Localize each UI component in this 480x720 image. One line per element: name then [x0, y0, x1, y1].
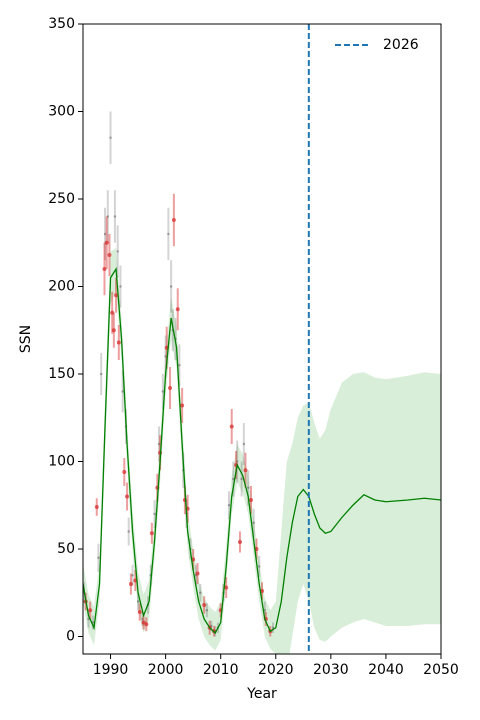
point — [125, 494, 130, 499]
point — [149, 531, 154, 536]
point — [247, 486, 250, 489]
point — [88, 608, 93, 613]
point — [248, 498, 253, 502]
point — [114, 293, 119, 298]
point — [128, 582, 133, 586]
point — [161, 390, 165, 393]
point — [199, 591, 202, 594]
point — [167, 232, 170, 236]
y-tick-label: 0 — [66, 629, 75, 645]
legend-label: 2026 — [383, 37, 419, 53]
y-tick-label: 300 — [48, 104, 75, 120]
point — [252, 521, 255, 524]
point — [242, 442, 246, 446]
point — [113, 215, 117, 218]
point — [109, 136, 112, 139]
y-tick-label: 200 — [48, 279, 75, 295]
point — [141, 617, 144, 621]
x-tick-label: 1990 — [93, 662, 129, 678]
point — [102, 267, 107, 271]
y-tick-label: 50 — [57, 541, 75, 557]
point — [116, 340, 121, 345]
point — [110, 310, 115, 315]
point — [175, 307, 180, 312]
x-tick-label: 2030 — [313, 662, 349, 678]
point — [195, 571, 200, 576]
point — [232, 477, 235, 481]
point — [127, 530, 130, 533]
point — [136, 600, 140, 603]
point — [107, 253, 112, 257]
point — [240, 477, 243, 481]
point — [168, 386, 173, 390]
point — [119, 285, 122, 288]
point — [137, 610, 142, 614]
point — [153, 512, 156, 516]
point — [144, 622, 149, 627]
point — [178, 364, 181, 367]
point — [180, 403, 185, 408]
y-axis-label: SSN — [18, 325, 34, 353]
point — [111, 328, 116, 333]
point — [164, 355, 167, 358]
point — [258, 565, 261, 568]
point — [171, 218, 176, 222]
y-tick-label: 250 — [48, 191, 75, 207]
plot-area — [83, 24, 441, 654]
point — [122, 470, 127, 474]
point — [94, 505, 99, 509]
point — [131, 574, 134, 577]
point — [243, 468, 248, 473]
point — [205, 609, 209, 612]
x-tick-label: 2020 — [258, 662, 294, 678]
point — [169, 285, 173, 288]
point — [229, 424, 234, 429]
point — [99, 372, 103, 376]
x-axis-label: Year — [246, 686, 277, 702]
y-tick-label: 350 — [48, 16, 75, 32]
point — [116, 250, 119, 253]
point — [263, 609, 266, 612]
point — [103, 232, 107, 236]
confidence-band — [83, 248, 441, 654]
point — [104, 240, 109, 245]
y-tick-label: 100 — [48, 454, 75, 470]
point — [121, 390, 124, 393]
point — [227, 504, 231, 507]
point — [224, 585, 229, 590]
point — [106, 215, 109, 218]
point — [97, 556, 100, 559]
axes-frame — [82, 23, 442, 655]
x-tick-label: 2010 — [203, 662, 239, 678]
x-tick-label: 2040 — [368, 662, 404, 678]
model-line — [83, 266, 441, 635]
point — [236, 460, 239, 463]
point — [237, 540, 242, 544]
x-tick-label: 2000 — [148, 662, 184, 678]
point — [202, 603, 207, 607]
point — [157, 442, 161, 446]
y-tick-label: 150 — [48, 366, 75, 382]
x-tick-label: 2050 — [423, 662, 459, 678]
